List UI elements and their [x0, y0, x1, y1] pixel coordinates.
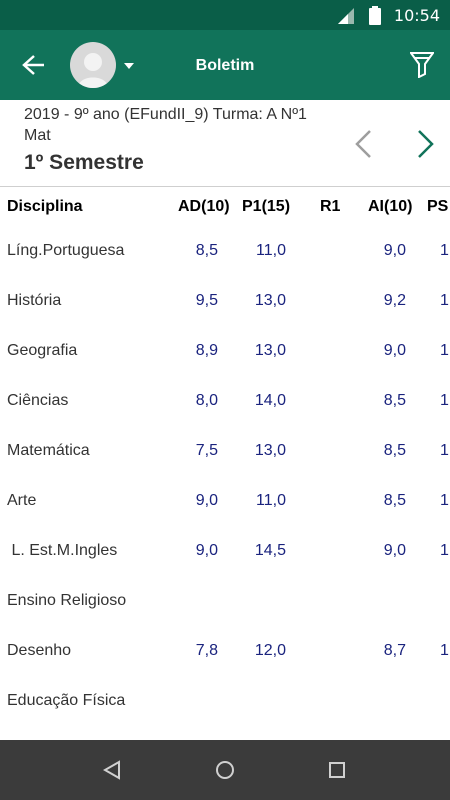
grade-ad: 8,5 — [195, 242, 218, 259]
app-bar: Boletim — [0, 30, 450, 100]
grade-p1 — [222, 581, 286, 631]
grade-ad — [150, 681, 218, 731]
grade-p1: 12,0 — [254, 642, 286, 659]
grade-ai: 8,5 — [383, 492, 406, 509]
grade-ad: 9,5 — [195, 292, 218, 309]
grade-ps: 1 — [440, 442, 449, 459]
grade-ad: 9,0 — [195, 492, 218, 509]
semester-title: 1º Semestre — [24, 151, 144, 174]
grade-ps: 1 — [440, 242, 449, 259]
grade-ai: 9,0 — [383, 342, 406, 359]
grade-r1 — [290, 281, 350, 331]
grade-ai: 9,2 — [383, 292, 406, 309]
table-row[interactable]: Geografia 8,9 13,0 9,0 1 — [0, 331, 450, 381]
user-silhouette-icon — [78, 53, 108, 88]
battery-icon — [369, 6, 381, 25]
subject-name: Geografia — [7, 342, 78, 359]
grade-r1 — [290, 581, 350, 631]
column-header: R1 — [320, 198, 341, 215]
table-row[interactable]: Arte 9,0 11,0 8,5 1 — [0, 481, 450, 531]
chevron-left-icon[interactable] — [352, 128, 376, 160]
table-row[interactable]: L. Est.M.Ingles 9,0 14,5 9,0 1 — [0, 531, 450, 581]
nav-home-icon[interactable] — [215, 760, 235, 780]
subject-name: Líng.Portuguesa — [7, 242, 125, 259]
grade-ps: 1 — [440, 492, 449, 509]
table-row[interactable]: Líng.Portuguesa 8,5 11,0 9,0 1 — [0, 231, 450, 281]
grade-ad: 8,9 — [195, 342, 218, 359]
report-header: 2019 - 9º ano (EFundII_9) Turma: A Nº1 M… — [0, 100, 450, 187]
grade-r1 — [290, 531, 350, 581]
table-row[interactable]: Desenho 7,8 12,0 8,7 1 — [0, 631, 450, 681]
subject-name: Ensino Religioso — [7, 592, 127, 609]
grade-p1: 14,0 — [254, 392, 286, 409]
status-bar: 10:54 — [0, 0, 450, 30]
table-row[interactable]: Matemática 7,5 13,0 8,5 1 — [0, 431, 450, 481]
grade-p1: 14,5 — [254, 542, 286, 559]
grade-ai — [344, 581, 406, 631]
grade-r1 — [290, 681, 350, 731]
nav-back-icon[interactable] — [102, 760, 122, 780]
status-time: 10:54 — [393, 6, 440, 25]
grade-p1: 13,0 — [254, 342, 286, 359]
grade-ai: 9,0 — [383, 242, 406, 259]
grade-ai: 8,7 — [383, 642, 406, 659]
grade-r1 — [290, 431, 350, 481]
signal-icon — [338, 8, 354, 24]
grade-ai — [344, 681, 406, 731]
grade-ps — [440, 681, 450, 731]
grade-p1: 11,0 — [256, 492, 286, 509]
nav-recents-icon[interactable] — [328, 761, 346, 779]
grade-ps: 1 — [440, 642, 449, 659]
subject-name: Educação Física — [7, 692, 126, 709]
table-row[interactable]: Ensino Religioso — [0, 581, 450, 631]
subject-name: Arte — [7, 492, 37, 509]
filter-icon[interactable] — [410, 52, 434, 78]
grade-ps: 1 — [440, 392, 449, 409]
grade-ad: 9,0 — [195, 542, 218, 559]
column-header: P1(15) — [242, 198, 291, 215]
grades-table[interactable]: Disciplina AD(10) P1(15) R1 AI(10) PS Lí… — [0, 187, 450, 740]
page-title: Boletim — [195, 57, 255, 74]
avatar[interactable] — [70, 42, 116, 88]
chevron-right-icon[interactable] — [414, 128, 438, 160]
subject-name: Desenho — [7, 642, 72, 659]
grade-p1 — [222, 681, 286, 731]
grade-p1: 13,0 — [254, 442, 286, 459]
grade-r1 — [290, 231, 350, 281]
subject-name: Ciências — [7, 392, 69, 409]
grade-r1 — [290, 331, 350, 381]
grade-ps: 1 — [440, 342, 449, 359]
chevron-down-icon[interactable] — [124, 63, 134, 69]
subject-name: L. Est.M.Ingles — [7, 542, 118, 559]
grade-ai: 8,5 — [383, 392, 406, 409]
table-header-row: Disciplina AD(10) P1(15) R1 AI(10) PS — [0, 187, 450, 237]
column-header: AD(10) — [178, 198, 230, 215]
student-info: Mat — [24, 127, 51, 144]
column-header: AI(10) — [368, 198, 413, 215]
grade-ps — [440, 581, 450, 631]
grade-ad: 7,8 — [195, 642, 218, 659]
subject-name: História — [7, 292, 62, 309]
grade-ps: 1 — [440, 292, 449, 309]
grade-ad: 7,5 — [195, 442, 218, 459]
subject-name: Matemática — [7, 442, 90, 459]
grade-r1 — [290, 381, 350, 431]
column-header: PS — [427, 198, 449, 215]
grade-ad — [150, 581, 218, 631]
table-row[interactable]: Educação Física — [0, 681, 450, 731]
grade-ad: 8,0 — [195, 392, 218, 409]
grade-ai: 9,0 — [383, 542, 406, 559]
system-nav-bar — [0, 740, 450, 800]
column-header: Disciplina — [7, 198, 83, 215]
table-row[interactable]: História 9,5 13,0 9,2 1 — [0, 281, 450, 331]
grade-ai: 8,5 — [383, 442, 406, 459]
grade-ps: 1 — [440, 542, 449, 559]
back-arrow-icon[interactable] — [22, 54, 46, 76]
grade-r1 — [290, 631, 350, 681]
grade-p1: 13,0 — [254, 292, 286, 309]
grade-p1: 11,0 — [256, 242, 286, 259]
class-info: 2019 - 9º ano (EFundII_9) Turma: A Nº1 — [24, 106, 307, 123]
table-row[interactable]: Ciências 8,0 14,0 8,5 1 — [0, 381, 450, 431]
grade-r1 — [290, 481, 350, 531]
